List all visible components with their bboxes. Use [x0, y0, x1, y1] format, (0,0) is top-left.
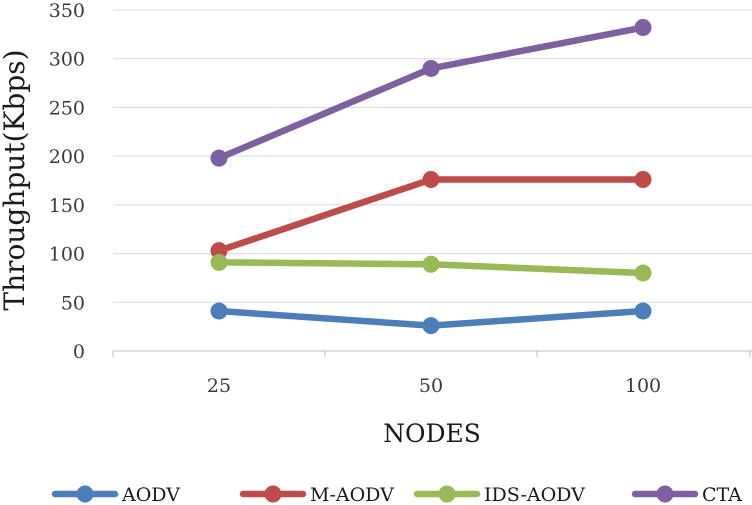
series-line — [215, 24, 647, 162]
x-tick-label: 50 — [419, 375, 443, 397]
data-point — [634, 171, 652, 189]
legend: AODV M-AODV IDS-AODV CTA — [51, 484, 742, 505]
y-tick-label: 250 — [49, 97, 85, 119]
y-tick-label: 200 — [49, 146, 85, 168]
legend-item: CTA — [631, 484, 742, 505]
data-point — [210, 253, 228, 271]
data-point — [210, 149, 228, 167]
y-axis-tick-labels: 0 50 100 150 200 250 300 350 — [49, 0, 85, 363]
legend-label: IDS-AODV — [484, 484, 585, 505]
data-point — [210, 302, 228, 320]
y-axis-title: Throughput(Kbps) — [0, 49, 31, 310]
legend-swatch-marker — [76, 485, 94, 503]
series-m-aodv — [210, 171, 652, 260]
y-tick-label: 350 — [49, 0, 85, 22]
x-axis — [112, 350, 752, 357]
x-axis-tick-labels: 25 50 100 — [207, 375, 661, 397]
y-tick-label: 0 — [73, 341, 85, 363]
legend-swatch-marker — [438, 485, 456, 503]
y-tick-label: 150 — [49, 195, 85, 217]
data-point — [422, 255, 440, 273]
data-point — [422, 171, 440, 189]
x-tick-label: 25 — [207, 375, 231, 397]
y-tick-label: 300 — [49, 49, 85, 71]
series-line — [215, 176, 647, 254]
legend-label: M-AODV — [310, 484, 394, 505]
data-point — [422, 59, 440, 77]
series-aodv — [210, 302, 652, 335]
data-point — [634, 19, 652, 37]
legend-item: AODV — [51, 484, 180, 505]
legend-swatch-marker — [264, 485, 282, 503]
data-point — [422, 317, 440, 335]
data-point — [634, 264, 652, 282]
data-point — [634, 302, 652, 320]
series-cta — [210, 19, 652, 167]
legend-label: CTA — [702, 484, 742, 505]
series-lines — [210, 19, 652, 335]
x-tick-label: 100 — [625, 375, 661, 397]
legend-item: IDS-AODV — [413, 484, 585, 505]
legend-swatch-marker — [656, 485, 674, 503]
legend-item: M-AODV — [239, 484, 394, 505]
data-point — [210, 242, 228, 260]
y-tick-label: 100 — [49, 244, 85, 266]
legend-label: AODV — [121, 484, 180, 505]
x-axis-title: NODES — [383, 419, 481, 448]
series-ids-aodv — [210, 253, 652, 282]
y-tick-label: 50 — [61, 292, 85, 314]
